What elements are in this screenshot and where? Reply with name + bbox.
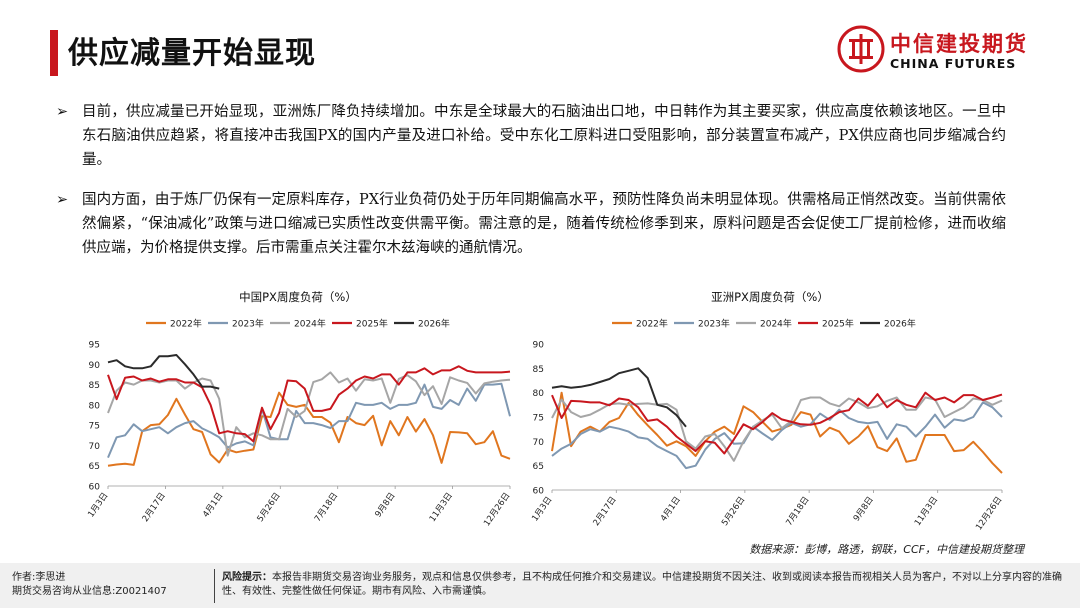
bullet-paragraph-1: ➢ 目前，供应减量已开始显现，亚洲炼厂降负持续增加。中东是全球最大的石脑油出口地… <box>56 100 1006 172</box>
legend-label: 2026年 <box>418 318 450 330</box>
x-tick-label: 5月26日 <box>720 495 747 528</box>
risk-label: 风险提示： <box>222 572 272 583</box>
y-tick-label: 85 <box>533 365 544 375</box>
x-tick-label: 4月1日 <box>201 491 225 520</box>
legend-label: 2022年 <box>170 318 202 330</box>
y-tick-label: 70 <box>533 438 545 448</box>
series-line-2025年 <box>107 365 511 443</box>
author: 作者:李思进 <box>12 572 66 583</box>
series-line-2024年 <box>551 396 1003 462</box>
legend-label: 2022年 <box>636 318 668 330</box>
x-tick-label: 2月17日 <box>141 491 168 524</box>
y-tick-label: 70 <box>89 442 101 452</box>
title-accent-bar <box>50 30 58 76</box>
y-tick-label: 75 <box>89 422 100 432</box>
bullet-arrow-icon: ➢ <box>56 104 69 120</box>
license-number: 期货交易咨询从业信息:Z0021407 <box>12 586 167 597</box>
china-px-load-chart: 中国PX周度负荷（%） 2022年 2023年 2024年 2025年 2026年 60 65… <box>86 290 512 528</box>
y-tick-label: 75 <box>533 414 544 424</box>
data-source: 数据来源：彭博，路透，钢联，CCF，中信建投期货整理 <box>749 543 1024 556</box>
legend-label: 2023年 <box>232 318 264 330</box>
paragraph-text: 国内方面，由于炼厂仍保有一定原料库存，PX行业负荷仍处于历年同期偏高水平，预防性… <box>82 192 1006 256</box>
legend-label: 2023年 <box>698 318 730 330</box>
company-logo: 中信建投期货 CHINA FUTURES <box>836 24 1036 80</box>
footer-divider <box>214 569 215 603</box>
series-line-2026年 <box>551 367 687 428</box>
x-tick-label: 1月3日 <box>530 495 554 524</box>
y-tick-label: 65 <box>89 462 100 472</box>
series-line-2026年 <box>107 354 220 390</box>
y-tick-label: 90 <box>89 361 101 371</box>
chart-title: 亚洲PX周度负荷（%） <box>711 290 829 304</box>
paragraph-text: 目前，供应减量已开始显现，亚洲炼厂降负持续增加。中东是全球最大的石脑油出口地，中… <box>82 104 1006 168</box>
y-tick-label: 90 <box>533 341 545 351</box>
logo-chinese-text: 中信建投期货 <box>890 32 1028 56</box>
y-tick-label: 65 <box>533 462 544 472</box>
y-tick-label: 85 <box>89 381 100 391</box>
series-line-2022年 <box>551 391 1003 474</box>
bullet-paragraph-2: ➢ 国内方面，由于炼厂仍保有一定原料库存，PX行业负荷仍处于历年同期偏高水平，预… <box>56 188 1006 260</box>
x-tick-label: 7月18日 <box>313 491 340 524</box>
legend-label: 2024年 <box>294 318 326 330</box>
legend-label: 2026年 <box>884 318 916 330</box>
series-line-2025年 <box>551 391 1003 455</box>
x-tick-label: 9月8日 <box>373 491 397 520</box>
x-tick-label: 7月18日 <box>784 495 811 528</box>
asia-px-load-chart: 亚洲PX周度负荷（%） 2022年 2023年 2024年 2025年 2026年 60 65… <box>530 290 1004 532</box>
x-tick-label: 2月17日 <box>591 495 618 528</box>
x-tick-label: 1月3日 <box>86 491 110 520</box>
bullet-arrow-icon: ➢ <box>56 192 69 208</box>
risk-text: 本报告非期货交易咨询业务服务，观点和信息仅供参考，且不构成任何推介和交易建议。中… <box>222 572 1062 597</box>
y-tick-label: 60 <box>533 487 545 497</box>
x-tick-label: 4月1日 <box>659 495 683 524</box>
y-tick-label: 95 <box>89 341 100 351</box>
author-info: 作者:李思进 期货交易咨询从业信息:Z0021407 <box>12 571 167 599</box>
legend-label: 2024年 <box>760 318 792 330</box>
logo-english-text: CHINA FUTURES <box>890 56 1017 71</box>
x-tick-label: 11月3日 <box>428 491 455 524</box>
series-line-2024年 <box>107 371 511 457</box>
x-tick-label: 9月8日 <box>852 495 876 524</box>
x-tick-label: 12月26日 <box>974 495 1004 532</box>
footer: 作者:李思进 期货交易咨询从业信息:Z0021407 风险提示：本报告非期货交易… <box>0 563 1080 608</box>
y-tick-label: 60 <box>89 483 101 493</box>
legend-label: 2025年 <box>822 318 854 330</box>
series-line-2022年 <box>107 391 511 467</box>
x-tick-label: 11月3日 <box>913 495 940 528</box>
y-tick-label: 80 <box>533 389 545 399</box>
x-tick-label: 5月26日 <box>255 491 282 524</box>
legend-label: 2025年 <box>356 318 388 330</box>
x-tick-label: 12月26日 <box>482 491 512 528</box>
series-line-2023年 <box>551 401 1003 470</box>
chart-title: 中国PX周度负荷（%） <box>239 290 357 304</box>
citic-logo-icon <box>837 25 885 73</box>
risk-disclaimer: 风险提示：本报告非期货交易咨询业务服务，观点和信息仅供参考，且不构成任何推介和交… <box>222 571 1062 599</box>
series-line-2023年 <box>107 382 511 458</box>
y-tick-label: 80 <box>89 401 101 411</box>
page-title: 供应减量开始显现 <box>68 36 316 71</box>
